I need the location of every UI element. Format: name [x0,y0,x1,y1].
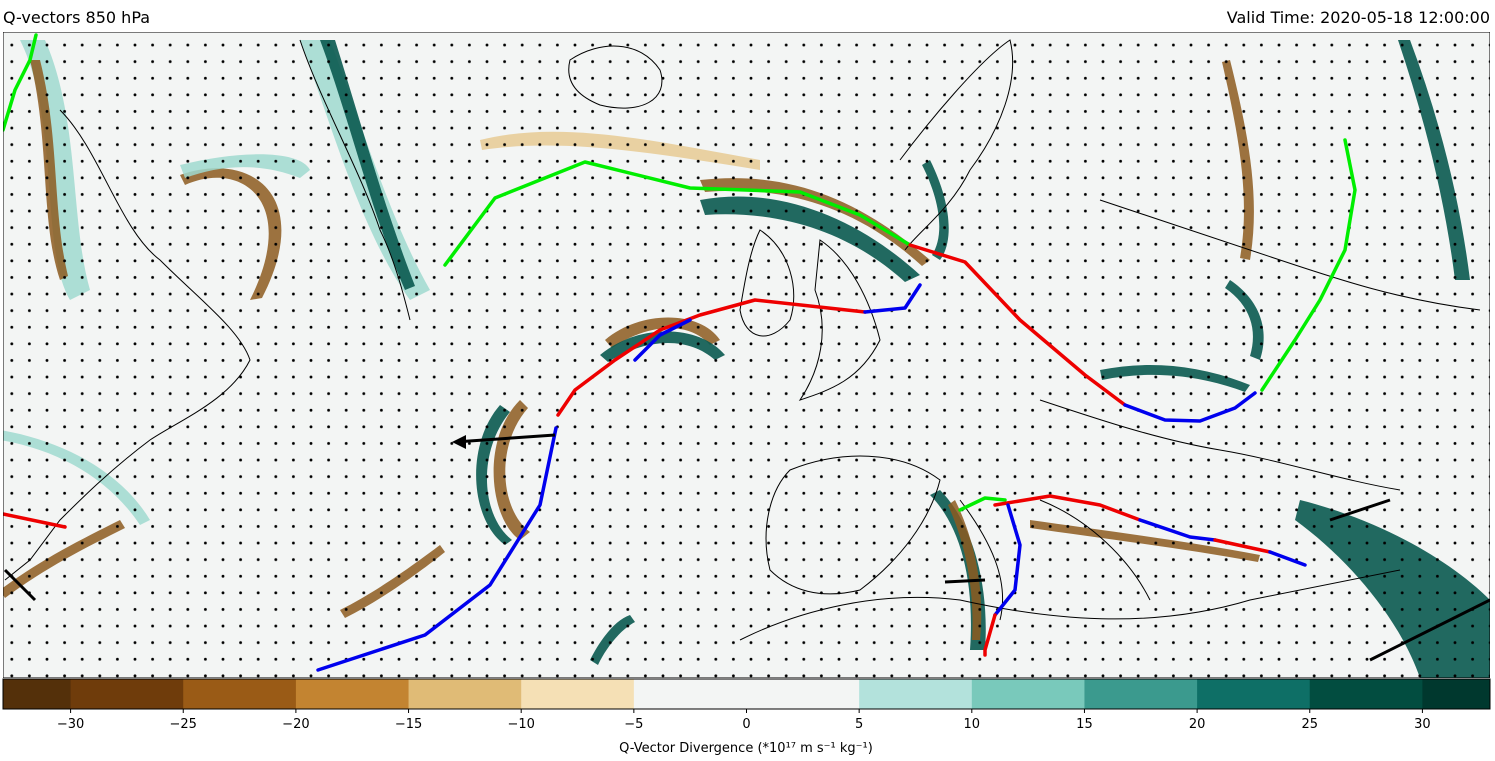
colorbar-tick-label: 10 [964,717,981,732]
colorbar-band [971,679,1085,709]
colorbar-tick-label: 5 [855,717,863,732]
colorbar-tick-label: −30 [57,717,84,732]
q-vector-arrows [3,433,1490,662]
map [3,32,1490,678]
title: Q-vectors 850 hPa [3,8,150,27]
colorbar-band [183,679,297,709]
colorbar-tick-label: −20 [282,717,309,732]
colorbar-tick-label: −10 [507,717,534,732]
colorbar-band [1197,679,1311,709]
colorbar-tick-label: −5 [624,717,643,732]
colorbar-tick-label: 15 [1076,717,1093,732]
q-vector-grid [3,32,1490,678]
colorbar-tick-label: −15 [395,717,422,732]
fronts [3,33,1357,672]
colorbar-band [1422,679,1491,709]
colorbar: −30 −25 −20 −15 −10 −5 0 5 10 15 20 25 30 [2,678,1491,732]
colorbar-tick-label: 30 [1414,717,1431,732]
colorbar-tick-label: 0 [742,717,750,732]
colorbar-label: Q-Vector Divergence (*10¹⁷ m s⁻¹ kg⁻¹) [619,741,873,756]
colorbar-band [70,679,184,709]
colorbar-tick-label: −25 [170,717,197,732]
colorbar-band [3,679,72,709]
colorbar-band [1309,679,1423,709]
valid-time: Valid Time: 2020-05-18 12:00:00 [1227,8,1490,27]
colorbar-tick-label: 20 [1189,717,1206,732]
colorbar-band [1084,679,1198,709]
colorbar-band [633,679,860,709]
colorbar-band [295,679,410,709]
colorbar-band [408,679,522,709]
colorbar-tick-label: 25 [1301,717,1318,732]
colorbar-band [859,679,973,709]
colorbar-band [521,679,635,709]
